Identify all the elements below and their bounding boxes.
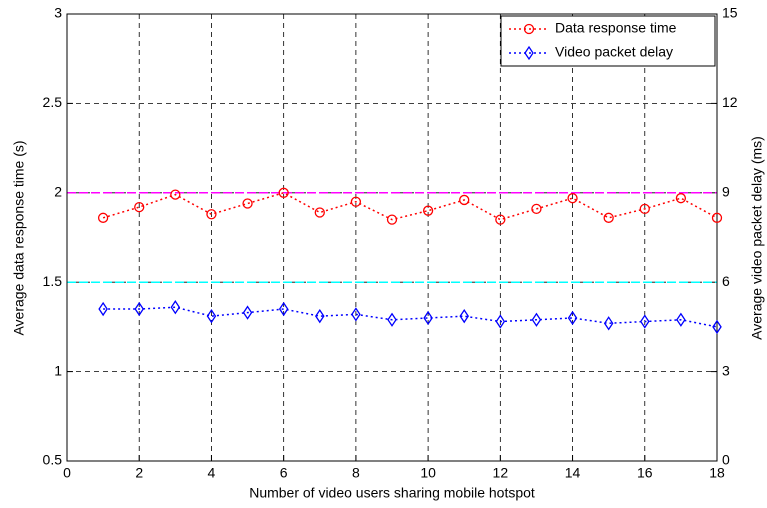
legend-label: Video packet delay: [555, 44, 673, 60]
x-tick-label: 6: [280, 465, 288, 481]
x-tick-label: 10: [420, 465, 436, 481]
y-axis-label: Average data response time (s): [11, 140, 27, 335]
y2-tick-label: 3: [722, 362, 730, 378]
x-tick-label: 8: [352, 465, 360, 481]
y-tick-label: 0.5: [43, 452, 63, 468]
data-point: [676, 194, 685, 203]
y2-tick-label: 0: [722, 452, 730, 468]
y-tick-label: 2.5: [43, 94, 63, 110]
x-axis-label: Number of video users sharing mobile hot…: [249, 485, 535, 501]
x-tick-label: 16: [637, 465, 653, 481]
y2-tick-label: 6: [722, 273, 730, 289]
data-point: [243, 199, 252, 208]
y2-tick-label: 9: [722, 184, 730, 200]
x-tick-label: 14: [565, 465, 581, 481]
data-point: [171, 301, 179, 313]
y-tick-label: 1: [54, 362, 62, 378]
y-tick-label: 1.5: [43, 273, 63, 289]
x-tick-label: 12: [493, 465, 509, 481]
y2-axis-label: Average video packet delay (ms): [749, 136, 765, 340]
series-line: [103, 307, 717, 327]
x-tick-label: 2: [135, 465, 143, 481]
x-tick-label: 0: [63, 465, 71, 481]
data-point: [604, 213, 613, 222]
data-point: [315, 208, 324, 217]
y-tick-label: 2: [54, 184, 62, 200]
y2-tick-label: 15: [722, 5, 738, 21]
plot-frame: [67, 14, 717, 461]
series-line: [103, 193, 717, 220]
legend-label: Data response time: [555, 20, 677, 36]
x-tick-label: 4: [208, 465, 216, 481]
y2-tick-label: 12: [722, 94, 738, 110]
y-tick-label: 3: [54, 5, 62, 21]
